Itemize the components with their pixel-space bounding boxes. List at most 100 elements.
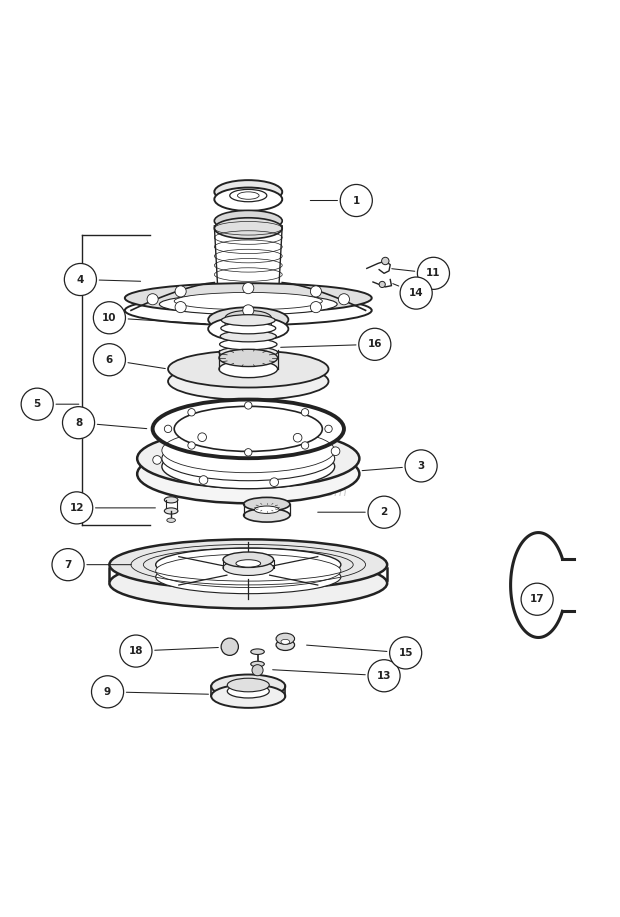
Ellipse shape	[250, 661, 264, 667]
Ellipse shape	[281, 639, 290, 645]
Ellipse shape	[244, 497, 290, 511]
Text: 11: 11	[426, 269, 441, 279]
Circle shape	[198, 433, 206, 441]
Ellipse shape	[125, 283, 372, 313]
Circle shape	[368, 659, 400, 691]
Ellipse shape	[237, 192, 259, 199]
Text: 12: 12	[69, 503, 84, 513]
Text: 16: 16	[368, 339, 382, 349]
Ellipse shape	[225, 316, 272, 331]
Circle shape	[417, 258, 450, 290]
Ellipse shape	[219, 338, 277, 350]
Text: 7: 7	[64, 559, 72, 569]
Ellipse shape	[223, 560, 273, 576]
Text: 3: 3	[417, 461, 425, 471]
Text: 6: 6	[106, 355, 113, 365]
Circle shape	[359, 328, 391, 360]
Circle shape	[120, 635, 152, 668]
Ellipse shape	[236, 559, 260, 567]
Ellipse shape	[225, 310, 272, 326]
Circle shape	[94, 344, 125, 376]
Text: 2: 2	[381, 507, 388, 517]
Circle shape	[21, 388, 53, 420]
Circle shape	[242, 282, 254, 293]
Circle shape	[389, 637, 422, 669]
Text: 9: 9	[104, 687, 111, 697]
Circle shape	[64, 263, 97, 295]
Circle shape	[521, 583, 553, 615]
Ellipse shape	[162, 436, 335, 481]
Ellipse shape	[215, 210, 282, 231]
Circle shape	[63, 406, 95, 438]
Ellipse shape	[215, 217, 282, 238]
Ellipse shape	[164, 497, 178, 503]
Circle shape	[340, 184, 373, 216]
Circle shape	[94, 302, 125, 334]
Ellipse shape	[219, 349, 278, 367]
Circle shape	[242, 304, 254, 316]
Ellipse shape	[109, 558, 387, 609]
Circle shape	[164, 425, 172, 433]
Text: eReplacementParts.com: eReplacementParts.com	[186, 486, 348, 499]
Ellipse shape	[159, 293, 337, 315]
Ellipse shape	[254, 506, 279, 514]
Ellipse shape	[223, 552, 273, 568]
Ellipse shape	[236, 317, 260, 325]
Text: 17: 17	[530, 594, 544, 604]
Circle shape	[379, 282, 385, 288]
Circle shape	[311, 286, 322, 297]
Ellipse shape	[164, 508, 178, 514]
Ellipse shape	[230, 190, 267, 202]
Text: 10: 10	[102, 313, 117, 323]
Ellipse shape	[220, 331, 277, 342]
Ellipse shape	[211, 684, 285, 708]
Circle shape	[199, 476, 208, 484]
Ellipse shape	[276, 639, 294, 650]
Ellipse shape	[125, 295, 372, 326]
Ellipse shape	[174, 406, 322, 451]
Ellipse shape	[174, 293, 322, 310]
Text: 4: 4	[77, 274, 84, 284]
Circle shape	[331, 447, 340, 456]
Ellipse shape	[137, 429, 360, 488]
Ellipse shape	[156, 560, 341, 593]
Circle shape	[270, 478, 278, 487]
Ellipse shape	[250, 649, 264, 655]
Ellipse shape	[167, 518, 175, 523]
Circle shape	[147, 293, 158, 304]
Ellipse shape	[156, 554, 341, 588]
Ellipse shape	[211, 675, 285, 698]
Ellipse shape	[109, 539, 387, 590]
Ellipse shape	[276, 633, 294, 645]
Circle shape	[252, 665, 263, 676]
Ellipse shape	[221, 323, 276, 334]
Ellipse shape	[156, 548, 341, 581]
Ellipse shape	[162, 445, 335, 489]
Circle shape	[311, 302, 322, 313]
Ellipse shape	[208, 307, 288, 332]
Text: 14: 14	[409, 288, 423, 298]
Ellipse shape	[137, 445, 360, 503]
Ellipse shape	[153, 400, 344, 458]
Text: 13: 13	[377, 670, 391, 680]
Ellipse shape	[228, 684, 269, 698]
Ellipse shape	[219, 360, 278, 378]
Circle shape	[293, 434, 302, 442]
Circle shape	[175, 302, 186, 313]
Circle shape	[221, 638, 239, 656]
Ellipse shape	[244, 509, 290, 522]
Circle shape	[188, 409, 195, 416]
Ellipse shape	[219, 347, 278, 358]
Text: 15: 15	[399, 648, 413, 657]
Circle shape	[52, 548, 84, 580]
Ellipse shape	[168, 350, 329, 388]
Ellipse shape	[228, 679, 269, 691]
Circle shape	[368, 496, 400, 528]
Circle shape	[405, 450, 437, 482]
Circle shape	[92, 676, 123, 708]
Text: 18: 18	[129, 646, 143, 656]
Circle shape	[301, 409, 309, 416]
Ellipse shape	[215, 188, 282, 211]
Circle shape	[153, 456, 161, 464]
Circle shape	[61, 492, 93, 524]
